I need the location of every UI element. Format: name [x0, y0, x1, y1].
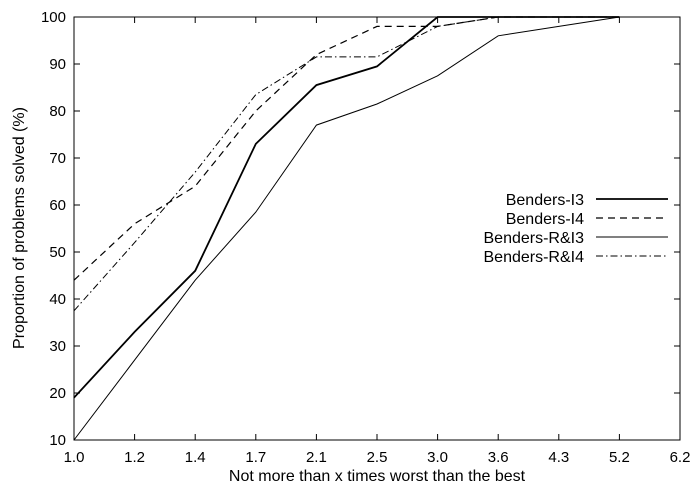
- x-tick-label: 2.1: [306, 449, 327, 466]
- y-tick-label: 80: [49, 103, 66, 120]
- y-tick-label: 20: [49, 385, 66, 402]
- series-line-3: [73, 16, 620, 441]
- x-tick-label: 5.2: [609, 449, 630, 466]
- y-tick-label: 60: [49, 197, 66, 214]
- y-axis-label: Proportion of problems solved (%): [11, 107, 28, 349]
- x-tick-label: 6.2: [670, 449, 691, 466]
- x-tick-label: 3.6: [488, 449, 509, 466]
- x-tick-label: 4.3: [548, 449, 569, 466]
- x-axis-label: Not more than x times worst than the bes…: [229, 468, 526, 485]
- y-tick-label: 90: [49, 56, 66, 73]
- y-tick-label: 50: [49, 244, 66, 261]
- legend: Benders-I3 Benders-I4 Benders-R&I3 Benders-…: [484, 192, 668, 266]
- legend-label: Benders-R&I3: [484, 230, 585, 247]
- y-tick-label: 30: [49, 338, 66, 355]
- y-tick-label: 100: [41, 9, 66, 26]
- legend-label: Benders-R&I4: [484, 249, 585, 266]
- y-tick-label: 70: [49, 150, 66, 167]
- legend-label: Benders-I3: [506, 192, 584, 209]
- series-lines: [73, 16, 620, 441]
- x-tick-label: 1.0: [64, 449, 85, 466]
- x-tick-label: 1.2: [124, 449, 145, 466]
- x-tick-label: 2.5: [367, 449, 388, 466]
- y-axis: 10 20 30 40 50 60 70 80 90 100: [41, 9, 680, 449]
- x-tick-label: 1.7: [245, 449, 266, 466]
- y-tick-label: 10: [49, 432, 66, 449]
- x-axis: 1.0 1.2 1.4 1.7 2.1 2.5 3.0 3.6 4.3 5.2 6.2: [64, 17, 691, 466]
- series-line-4: [73, 16, 620, 312]
- legend-label: Benders-I4: [506, 211, 584, 228]
- plot-frame: [73, 16, 681, 441]
- x-tick-label: 3.0: [427, 449, 448, 466]
- series-line-2: [73, 16, 620, 281]
- x-tick-label: 1.4: [185, 449, 206, 466]
- y-tick-label: 40: [49, 291, 66, 308]
